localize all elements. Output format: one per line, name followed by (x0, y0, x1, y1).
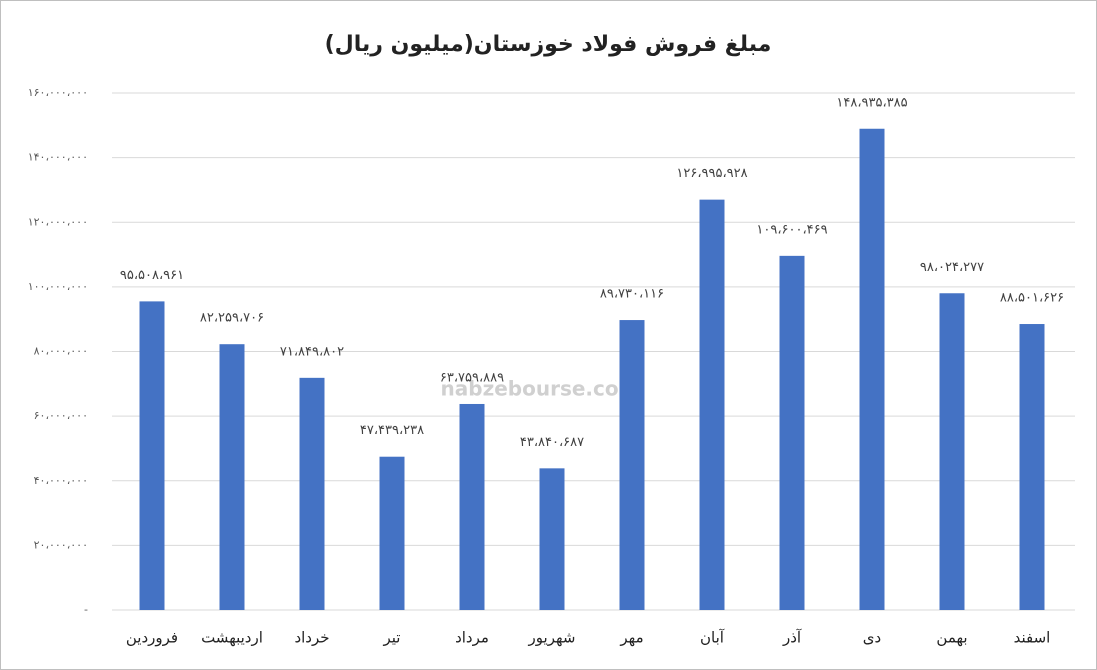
x-tick-label: شهریور (528, 629, 576, 647)
bar (539, 468, 565, 610)
value-label: ۹۵،۵۰۸،۹۶۱ (120, 268, 184, 283)
value-label: ۴۳،۸۴۰،۶۸۷ (520, 435, 584, 450)
y-tick-label: ۱۴۰،۰۰۰،۰۰۰ (28, 151, 88, 164)
value-label: ۱۰۹،۶۰۰،۴۶۹ (756, 222, 827, 237)
value-label: ۱۲۶،۹۹۵،۹۲۸ (676, 166, 747, 181)
value-label: ۸۸،۵۰۱،۶۲۶ (1000, 291, 1064, 306)
x-tick-label: اسفند (1014, 629, 1051, 647)
x-tick-label: اردیبهشت (201, 629, 263, 647)
x-tick-label: فروردین (126, 629, 178, 647)
bar (139, 301, 165, 610)
bar (939, 293, 965, 610)
y-tick-label: ۱۲۰،۰۰۰،۰۰۰ (28, 215, 88, 228)
x-tick-label: تیر (383, 629, 401, 647)
bar (859, 128, 885, 610)
chart-title: مبلغ فروش فولاد خوزستان(میلیون ریال) (325, 32, 772, 57)
bar (379, 456, 405, 610)
x-tick-label: آذر (782, 629, 802, 647)
y-tick-label: - (84, 603, 88, 616)
bar (299, 377, 325, 610)
bar (619, 320, 645, 610)
bar (219, 344, 245, 610)
bar (699, 199, 725, 610)
y-tick-label: ۴۰،۰۰۰،۰۰۰ (34, 474, 88, 487)
x-tick-label: آبان (700, 629, 725, 647)
value-label: ۷۱،۸۴۹،۸۰۲ (280, 344, 344, 359)
value-label: ۴۷،۴۳۹،۲۳۸ (360, 423, 424, 438)
bar (1019, 324, 1045, 610)
x-tick-label: بهمن (936, 629, 967, 647)
y-tick-label: ۱۶۰،۰۰۰،۰۰۰ (28, 86, 88, 99)
watermark: nabzebourse.com (441, 377, 640, 401)
bar (779, 255, 805, 610)
value-label: ۶۳،۷۵۹،۸۸۹ (440, 370, 504, 385)
x-tick-label: خرداد (294, 629, 329, 647)
bar (459, 403, 485, 610)
value-label: ۱۴۸،۹۳۵،۳۸۵ (836, 95, 907, 110)
x-tick-label: مرداد (455, 629, 489, 647)
x-tick-label: دی (863, 629, 881, 647)
value-label: ۹۸،۰۲۴،۲۷۷ (920, 260, 984, 275)
y-tick-label: ۶۰،۰۰۰،۰۰۰ (34, 409, 88, 422)
x-tick-label: مهر (619, 629, 643, 647)
y-tick-label: ۱۰۰،۰۰۰،۰۰۰ (28, 280, 88, 293)
value-label: ۸۹،۷۳۰،۱۱۶ (600, 287, 664, 302)
y-tick-label: ۲۰،۰۰۰،۰۰۰ (34, 538, 88, 551)
value-label: ۸۲،۲۵۹،۷۰۶ (200, 311, 264, 326)
y-tick-label: ۸۰،۰۰۰،۰۰۰ (34, 345, 88, 358)
